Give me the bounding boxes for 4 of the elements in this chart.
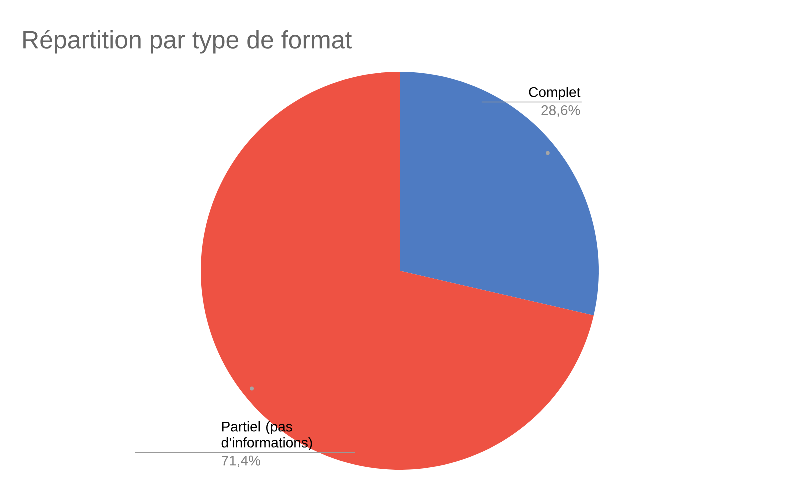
data-label: 71,4% — [222, 456, 260, 468]
slice-label: Complet — [529, 87, 581, 100]
chart-title: Répartition par type de format — [24, 30, 352, 54]
data-label: 28,6% — [542, 105, 580, 118]
